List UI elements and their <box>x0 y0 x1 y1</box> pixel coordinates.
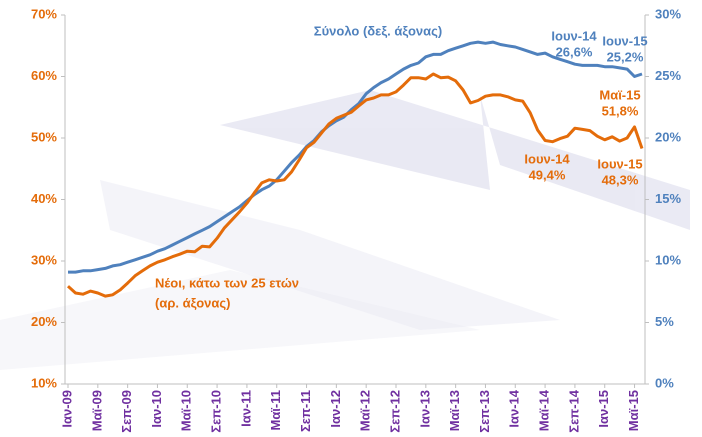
y-tick-label: 70% <box>31 6 57 21</box>
x-tick-label: Μαϊ-11 <box>268 390 283 431</box>
annotation: 48,3% <box>602 172 639 187</box>
watermark <box>0 90 690 370</box>
x-tick-label: Μαϊ-15 <box>626 390 641 431</box>
annotation: Ιουν-15 <box>602 33 647 48</box>
y2-tick-label: 15% <box>655 191 681 206</box>
annotation: 49,4% <box>529 167 566 182</box>
y-tick-label: 60% <box>31 68 57 83</box>
series-line <box>66 72 644 298</box>
x-tick-label: Μαϊ-13 <box>447 390 462 431</box>
series-label: Νέοι, κάτω των 25 ετών <box>155 275 299 290</box>
annotation: Ιουν-14 <box>524 151 570 166</box>
annotation: 51,8% <box>602 103 639 118</box>
x-tick-label: Μαϊ-10 <box>179 390 194 431</box>
x-tick-label: Σεπ-11 <box>298 390 313 432</box>
annotation: 25,2% <box>607 49 644 64</box>
x-tick-label: Σεπ-14 <box>566 389 581 432</box>
series-label-note: (αρ. άξονας) <box>155 295 230 310</box>
series-line <box>68 40 643 274</box>
x-tick-label: Σεπ-12 <box>387 390 402 433</box>
series-label: Σύνολο (δεξ. άξονας) <box>314 23 442 38</box>
x-tick-label: Ιαν-13 <box>417 390 432 428</box>
watermark-shape <box>220 90 690 230</box>
x-tick-label: Μαϊ-14 <box>537 389 552 431</box>
watermark-shape <box>0 270 480 370</box>
y2-tick-label: 25% <box>655 68 681 83</box>
x-tick-label: Ιαν-15 <box>596 390 611 428</box>
annotation: 26,6% <box>556 44 593 59</box>
x-tick-label: Σεπ-10 <box>209 390 224 433</box>
y2-tick-label: 20% <box>655 129 681 144</box>
x-tick-label: Ιαν-09 <box>59 390 74 428</box>
y2-tick-label: 5% <box>655 314 674 329</box>
y-tick-label: 20% <box>31 314 57 329</box>
x-tick-label: Μαϊ-12 <box>358 390 373 431</box>
y2-tick-label: 30% <box>655 6 681 21</box>
y-tick-label: 10% <box>31 375 57 390</box>
y-tick-label: 50% <box>31 129 57 144</box>
x-tick-label: Ιαν-14 <box>507 389 522 427</box>
x-tick-label: Ιαν-11 <box>238 390 253 427</box>
y2-tick-label: 10% <box>655 252 681 267</box>
y-tick-label: 40% <box>31 191 57 206</box>
annotation: Μαϊ-15 <box>599 87 640 102</box>
y-tick-label: 30% <box>31 252 57 267</box>
x-tick-label: Μαϊ-09 <box>89 390 104 431</box>
y2-tick-label: 0% <box>655 375 674 390</box>
annotation: Ιουν-15 <box>597 156 642 171</box>
x-tick-label: Ιαν-10 <box>149 390 164 428</box>
annotation: Ιουν-14 <box>551 28 597 43</box>
x-tick-label: Σεπ-09 <box>119 390 134 433</box>
watermark-shape <box>100 180 560 330</box>
x-tick-label: Ιαν-12 <box>328 390 343 428</box>
x-tick-label: Σεπ-13 <box>477 390 492 433</box>
